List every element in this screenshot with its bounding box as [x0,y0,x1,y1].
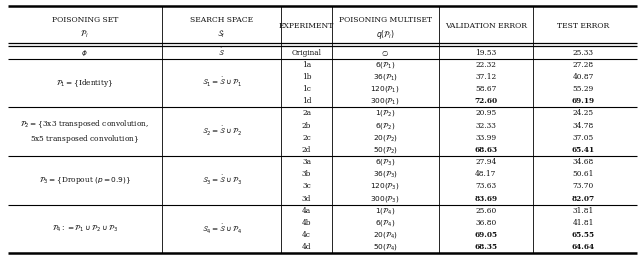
Text: $6(\mathcal{P}_2)$: $6(\mathcal{P}_2)$ [375,120,396,131]
Text: 33.99: 33.99 [476,134,497,142]
Text: 72.60: 72.60 [474,97,497,105]
Text: 64.64: 64.64 [572,243,595,251]
Text: $\dot{\mathcal{S}}$: $\dot{\mathcal{S}}$ [218,47,225,59]
Text: 36.80: 36.80 [475,219,497,227]
Text: 34.68: 34.68 [573,158,594,166]
Text: 48.17: 48.17 [475,170,497,178]
Text: 4b: 4b [302,219,311,227]
Text: $36(\mathcal{P}_3)$: $36(\mathcal{P}_3)$ [372,169,397,179]
Text: 83.69: 83.69 [474,195,497,203]
Text: POISONING MULTISET: POISONING MULTISET [339,16,432,24]
Text: $300(\mathcal{P}_1)$: $300(\mathcal{P}_1)$ [371,96,400,106]
Text: $1(\mathcal{P}_2)$: $1(\mathcal{P}_2)$ [375,108,396,118]
Text: $\mathcal{P}_4 := \mathcal{P}_1 \cup \mathcal{P}_2 \cup \mathcal{P}_3$: $\mathcal{P}_4 := \mathcal{P}_1 \cup \ma… [52,224,118,234]
Text: 68.63: 68.63 [474,146,497,154]
Text: POISONING SET: POISONING SET [52,16,118,24]
Text: $36(\mathcal{P}_1)$: $36(\mathcal{P}_1)$ [372,72,397,82]
Text: 22.32: 22.32 [476,61,496,69]
Text: 25.60: 25.60 [475,207,497,215]
Text: 41.81: 41.81 [573,219,594,227]
Text: $6(\mathcal{P}_3)$: $6(\mathcal{P}_3)$ [375,157,396,167]
Text: 1d: 1d [302,97,311,105]
Text: 2c: 2c [302,134,311,142]
Text: $\mathcal{S}_3 = \dot{\mathcal{S}} \cup \mathcal{P}_3$: $\mathcal{S}_3 = \dot{\mathcal{S}} \cup … [202,174,242,187]
Text: $6(\mathcal{P}_4)$: $6(\mathcal{P}_4)$ [375,218,396,228]
Text: $\mathcal{P}_i$: $\mathcal{P}_i$ [81,28,89,40]
Text: 32.33: 32.33 [476,122,496,130]
Text: $1(\mathcal{P}_4)$: $1(\mathcal{P}_4)$ [375,206,396,216]
Text: 73.63: 73.63 [476,182,497,190]
Text: 1c: 1c [302,85,311,93]
Text: 19.53: 19.53 [475,49,497,57]
Text: 50.61: 50.61 [573,170,594,178]
Text: 68.35: 68.35 [474,243,497,251]
Text: $120(\mathcal{P}_1)$: $120(\mathcal{P}_1)$ [371,84,400,94]
Text: 37.05: 37.05 [573,134,594,142]
Text: 2a: 2a [302,109,311,117]
Text: $q(\mathcal{P}_i)$: $q(\mathcal{P}_i)$ [376,28,395,41]
Text: 4d: 4d [302,243,311,251]
Text: 1b: 1b [302,73,311,81]
Text: 31.81: 31.81 [573,207,594,215]
Text: $\mathcal{S}_i$: $\mathcal{S}_i$ [218,28,226,40]
Text: $6(\mathcal{P}_1)$: $6(\mathcal{P}_1)$ [375,60,396,70]
Text: 1a: 1a [302,61,311,69]
Text: 27.28: 27.28 [573,61,594,69]
Text: Original: Original [291,49,321,57]
Text: $20(\mathcal{P}_2)$: $20(\mathcal{P}_2)$ [372,133,397,143]
Text: 3a: 3a [302,158,311,166]
Text: 3d: 3d [302,195,311,203]
Text: $\phi$: $\phi$ [81,47,88,58]
Text: $\mathcal{P}_2 = \{$3x3 transposed convolution,
5x5 transposed convolution$\}$: $\mathcal{P}_2 = \{$3x3 transposed convo… [20,118,149,145]
Text: 40.87: 40.87 [573,73,594,81]
Text: 27.94: 27.94 [475,158,497,166]
Text: $\mathcal{P}_1 = \{$Identity$\}$: $\mathcal{P}_1 = \{$Identity$\}$ [56,77,113,89]
Text: 69.19: 69.19 [572,97,595,105]
Text: 65.41: 65.41 [572,146,595,154]
Text: 3b: 3b [302,170,311,178]
Text: VALIDATION ERROR: VALIDATION ERROR [445,22,527,30]
Text: 20.95: 20.95 [475,109,497,117]
Text: 34.78: 34.78 [573,122,594,130]
Text: $50(\mathcal{P}_2)$: $50(\mathcal{P}_2)$ [372,145,397,155]
Text: 37.12: 37.12 [476,73,497,81]
Text: $300(\mathcal{P}_3)$: $300(\mathcal{P}_3)$ [371,194,400,204]
Text: 73.70: 73.70 [573,182,594,190]
Text: $\mathcal{S}_4 = \dot{\mathcal{S}} \cup \mathcal{P}_4$: $\mathcal{S}_4 = \dot{\mathcal{S}} \cup … [202,222,242,236]
Text: 82.07: 82.07 [572,195,595,203]
Text: 2d: 2d [302,146,311,154]
Text: SEARCH SPACE: SEARCH SPACE [190,16,253,24]
Text: TEST ERROR: TEST ERROR [557,22,609,30]
Text: $50(\mathcal{P}_4)$: $50(\mathcal{P}_4)$ [372,242,397,252]
Text: 4a: 4a [302,207,311,215]
Text: 25.33: 25.33 [573,49,594,57]
Text: $\mathcal{P}_3 = \{$Dropout $(p=0.9)\}$: $\mathcal{P}_3 = \{$Dropout $(p=0.9)\}$ [38,175,131,186]
Text: $\varnothing$: $\varnothing$ [381,47,389,58]
Text: $20(\mathcal{P}_4)$: $20(\mathcal{P}_4)$ [372,230,397,240]
Text: $\mathcal{S}_2 = \dot{\mathcal{S}} \cup \mathcal{P}_2$: $\mathcal{S}_2 = \dot{\mathcal{S}} \cup … [202,125,241,138]
Text: 69.05: 69.05 [474,231,497,239]
Text: 4c: 4c [302,231,311,239]
Text: 3c: 3c [302,182,311,190]
Text: 24.25: 24.25 [573,109,594,117]
Text: $120(\mathcal{P}_3)$: $120(\mathcal{P}_3)$ [371,181,400,191]
Text: EXPERIMENT: EXPERIMENT [279,22,334,30]
Text: 55.29: 55.29 [573,85,594,93]
Text: 58.67: 58.67 [475,85,497,93]
Text: 2b: 2b [302,122,311,130]
Text: $\mathcal{S}_1 = \dot{\mathcal{S}} \cup \mathcal{P}_1$: $\mathcal{S}_1 = \dot{\mathcal{S}} \cup … [202,76,241,90]
Text: 65.55: 65.55 [572,231,595,239]
